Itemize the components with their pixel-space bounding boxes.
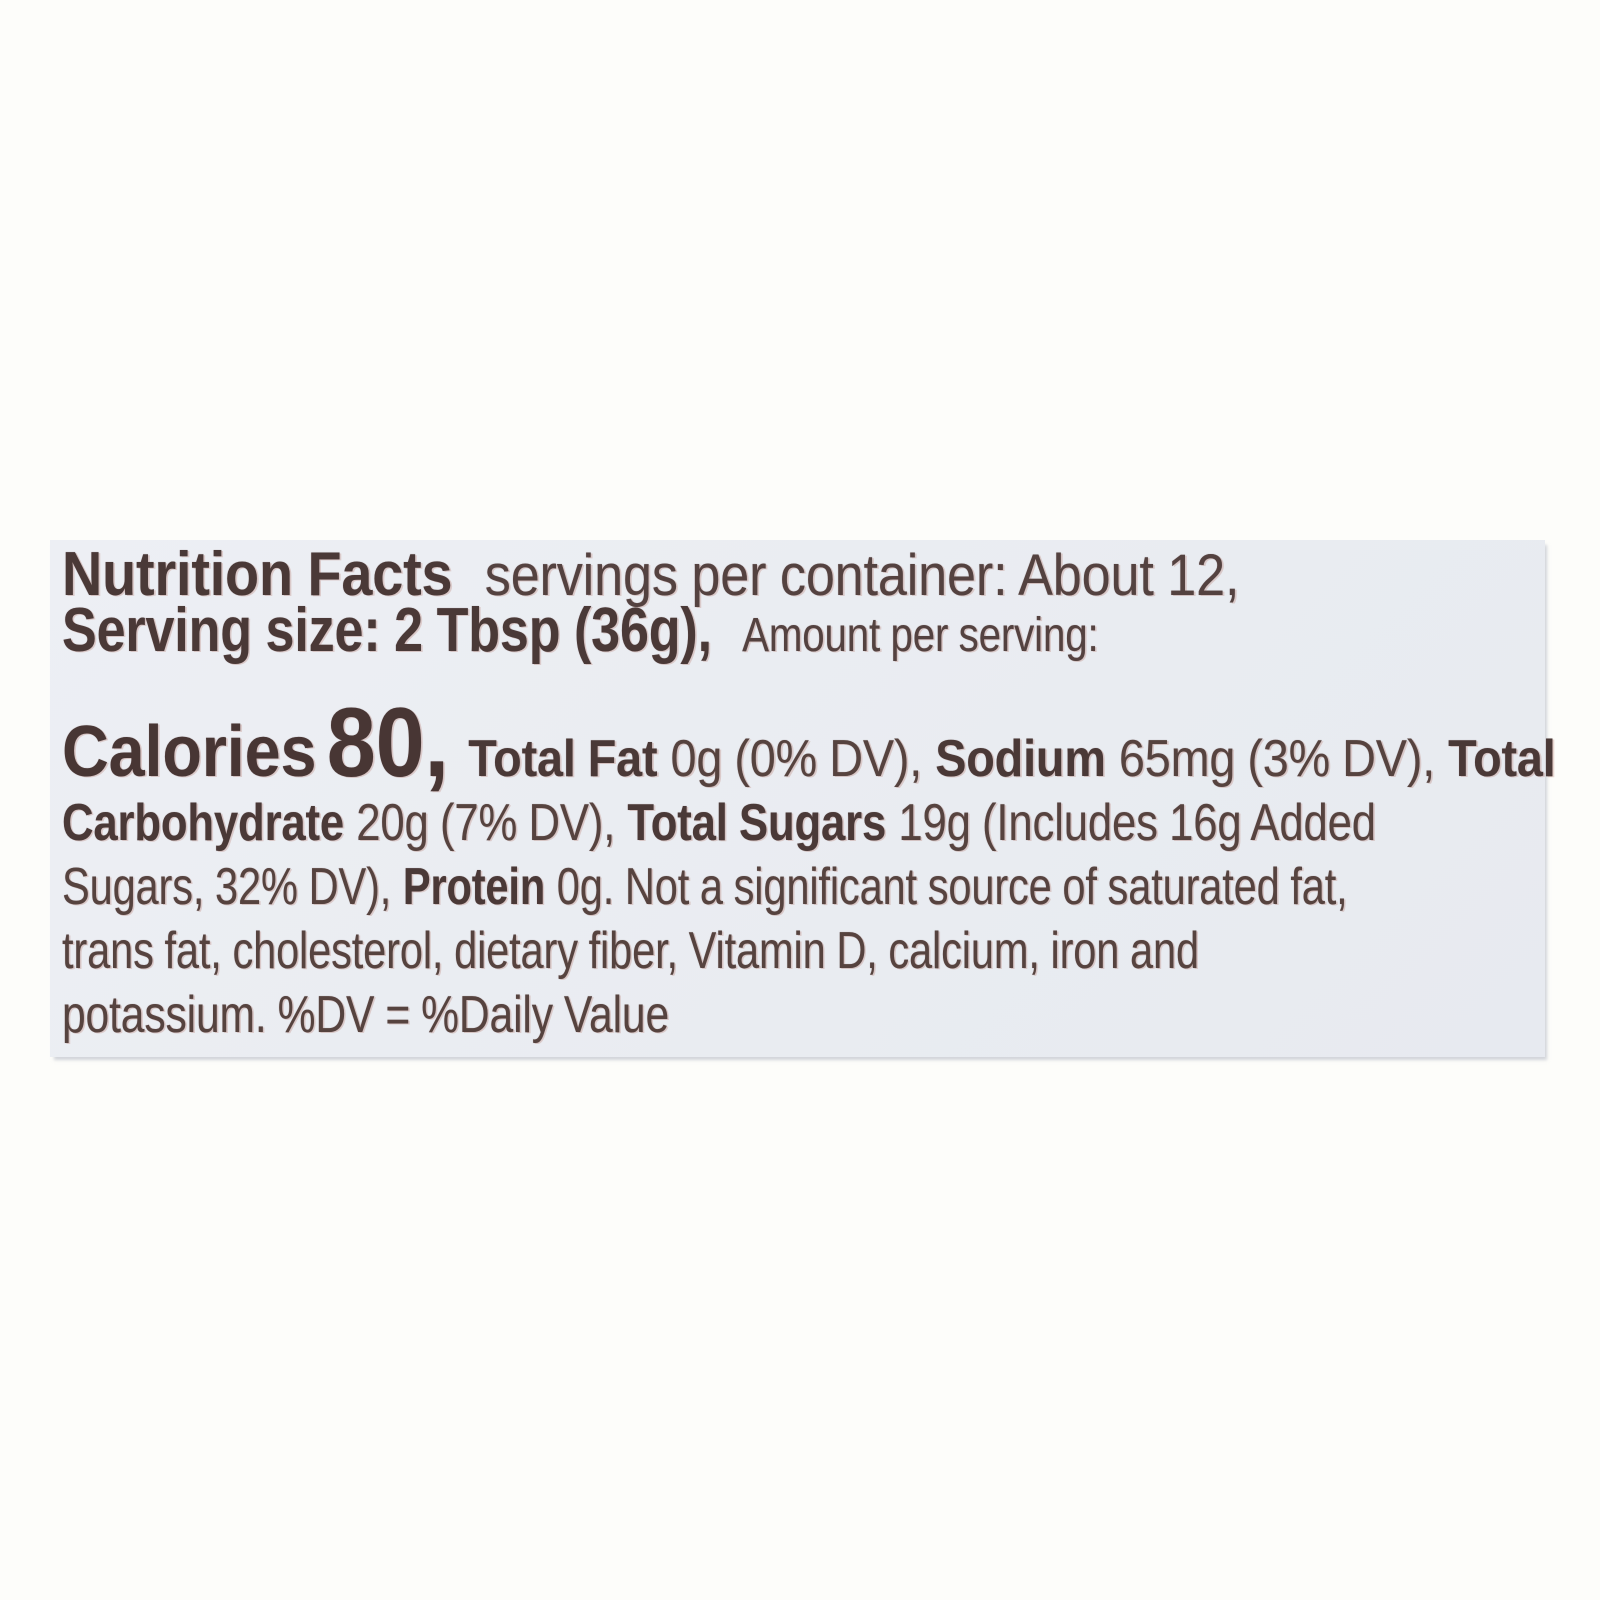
label-text-segment: 0g (0% DV), [670,730,923,788]
label-line: Serving size: 2 Tbsp (36g), Amount per se… [62,600,1099,662]
label-line: Nutrition Facts servings per container: A… [62,543,1240,608]
label-text-segment: Protein [402,858,546,916]
label-text-segment: servings per container: About 12, [484,543,1240,608]
label-line: Calories 80, Total Fat 0g (0% DV), Sodium 65m… [62,693,1556,791]
label-text-segment: Sugars, 32% DV), [62,858,392,916]
label-text-segment: 0g. Not a significant source of saturate… [556,858,1348,916]
label-line: Carbohydrate 20g (7% DV), Total Sugars 19g … [62,797,1376,849]
label-text-segment: Total Fat [468,730,658,788]
label-text-segment: 20g (7% DV), [356,794,616,852]
label-text-segment: Carbohydrate [62,794,345,852]
nutrition-facts-panel: Nutrition Facts servings per container: A… [50,540,1556,1057]
label-text-segment: Total Sugars [627,794,887,852]
label-text-segment: Serving size: 2 Tbsp (36g), [62,596,712,665]
label-text-segment: Amount per serving: [742,609,1099,662]
label-text-segment: trans fat, cholesterol, dietary fiber, V… [62,922,1199,980]
label-text-segment: 65mg (3% DV), [1118,730,1436,788]
label-text-segment: Nutrition Facts [62,540,453,609]
label-text-segment: 19g (Includes 16g Added [898,794,1376,852]
label-line: Sugars, 32% DV), Protein 0g. Not a signifi… [62,861,1348,913]
label-line: potassium. %DV = %Daily Value [62,989,669,1041]
label-text-segment: Total [1448,730,1556,788]
label-text-segment: Calories [62,712,317,792]
label-text-segment: Sodium [935,730,1106,788]
label-text-segment: 80, [326,687,449,797]
label-line: trans fat, cholesterol, dietary fiber, V… [62,925,1199,977]
label-text-segment: potassium. %DV = %Daily Value [62,986,670,1044]
